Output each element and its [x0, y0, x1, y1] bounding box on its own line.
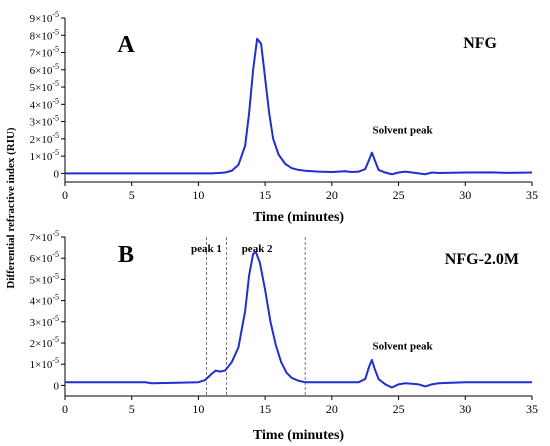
panel-letter: A [117, 32, 135, 58]
y-tick-label: 6×10-5 [30, 62, 59, 77]
x-tick-label: 25 [393, 402, 405, 416]
y-tick-mantissa: 1×10 [30, 151, 53, 163]
y-tick-mantissa: 5×10 [30, 274, 53, 286]
y-tick-mantissa: 2×10 [30, 134, 53, 146]
y-tick-exponent: -5 [52, 271, 59, 280]
y-tick-exponent: -5 [52, 79, 59, 88]
x-tick-label: 5 [129, 402, 135, 416]
y-tick-mantissa: 4×10 [30, 296, 53, 308]
x-axis-title: Time (minutes) [253, 428, 344, 443]
y-tick-label: 2×10-5 [30, 335, 59, 350]
y-tick-label: 1×10-5 [30, 148, 59, 163]
x-tick-label: 35 [526, 402, 538, 416]
x-axis-title: Time (minutes) [253, 210, 344, 225]
y-axis-title: Differential refractive index (RIU) [5, 127, 17, 289]
x-tick-label: 20 [326, 402, 338, 416]
x-tick-label: 15 [259, 188, 271, 202]
y-tick-mantissa: 3×10 [30, 117, 53, 129]
y-tick-exponent: -5 [52, 250, 59, 259]
x-tick-label: 30 [459, 188, 471, 202]
y-tick-mantissa: 1×10 [30, 359, 53, 371]
y-tick-exponent: -5 [52, 45, 59, 54]
y-tick-mantissa: 9×10 [30, 13, 53, 25]
y-tick-exponent: -5 [52, 96, 59, 105]
y-tick-label: 5×10-5 [30, 271, 59, 286]
sample-label: NFG-2.0M [445, 251, 519, 268]
y-tick-exponent: -5 [52, 114, 59, 123]
y-tick-label: 1×10-5 [30, 356, 59, 371]
y-tick-label: 3×10-5 [30, 114, 59, 129]
y-tick-label: 9×10-5 [30, 10, 59, 25]
annotation-label: Solvent peak [372, 125, 433, 137]
y-tick-label: 3×10-5 [30, 314, 59, 329]
x-tick-label: 20 [326, 188, 338, 202]
y-tick-label: 6×10-5 [30, 250, 59, 265]
y-tick-mantissa: 3×10 [30, 317, 53, 329]
y-tick-label: 0 [54, 380, 60, 392]
y-tick-label: 7×10-5 [30, 45, 59, 60]
x-tick-label: 10 [192, 402, 204, 416]
chart-panel-b: 0 5 10 15 20 25 30 3501×10-52×10-53×10-54×10-55… [30, 229, 538, 443]
y-tick-mantissa: 7×10 [30, 48, 53, 60]
x-tick-label: 25 [393, 188, 405, 202]
y-tick-exponent: -5 [52, 27, 59, 36]
series-line [65, 250, 532, 389]
x-tick-label: 30 [459, 402, 471, 416]
y-tick-exponent: -5 [52, 335, 59, 344]
y-tick-label: 7×10-5 [30, 229, 59, 244]
x-tick-label: 15 [259, 402, 271, 416]
sample-label: NFG [463, 35, 497, 52]
y-tick-exponent: -5 [52, 10, 59, 19]
y-tick-label: 0 [54, 168, 60, 180]
y-tick-exponent: -5 [52, 148, 59, 157]
y-tick-mantissa: 0 [54, 168, 60, 180]
y-tick-label: 4×10-5 [30, 293, 59, 308]
y-tick-mantissa: 4×10 [30, 99, 53, 111]
y-tick-mantissa: 8×10 [30, 30, 53, 42]
y-tick-label: 5×10-5 [30, 79, 59, 94]
y-tick-mantissa: 5×10 [30, 82, 53, 94]
x-tick-label: 0 [62, 402, 68, 416]
y-tick-exponent: -5 [52, 131, 59, 140]
y-tick-mantissa: 0 [54, 380, 60, 392]
y-tick-mantissa: 6×10 [30, 65, 53, 77]
y-tick-mantissa: 6×10 [30, 253, 53, 265]
y-tick-exponent: -5 [52, 356, 59, 365]
y-tick-mantissa: 7×10 [30, 232, 53, 244]
y-tick-exponent: -5 [52, 62, 59, 71]
annotation-label: peak 1 [191, 243, 222, 255]
y-tick-label: 8×10-5 [30, 27, 59, 42]
annotation-label: peak 2 [242, 243, 273, 255]
x-tick-label: 0 [62, 188, 68, 202]
x-tick-label: 35 [526, 188, 538, 202]
y-tick-label: 2×10-5 [30, 131, 59, 146]
y-tick-label: 4×10-5 [30, 96, 59, 111]
y-tick-exponent: -5 [52, 229, 59, 238]
x-tick-label: 10 [192, 188, 204, 202]
y-tick-exponent: -5 [52, 314, 59, 323]
chart-panel-a: 0 5 10 15 20 25 30 3501×10-52×10-53×10-54×10-55… [30, 10, 538, 225]
y-tick-mantissa: 2×10 [30, 338, 53, 350]
series-line [65, 37, 533, 176]
x-tick-label: 5 [129, 188, 135, 202]
panel-letter: B [118, 242, 134, 268]
y-tick-exponent: -5 [52, 293, 59, 302]
annotation-label: Solvent peak [372, 340, 433, 352]
